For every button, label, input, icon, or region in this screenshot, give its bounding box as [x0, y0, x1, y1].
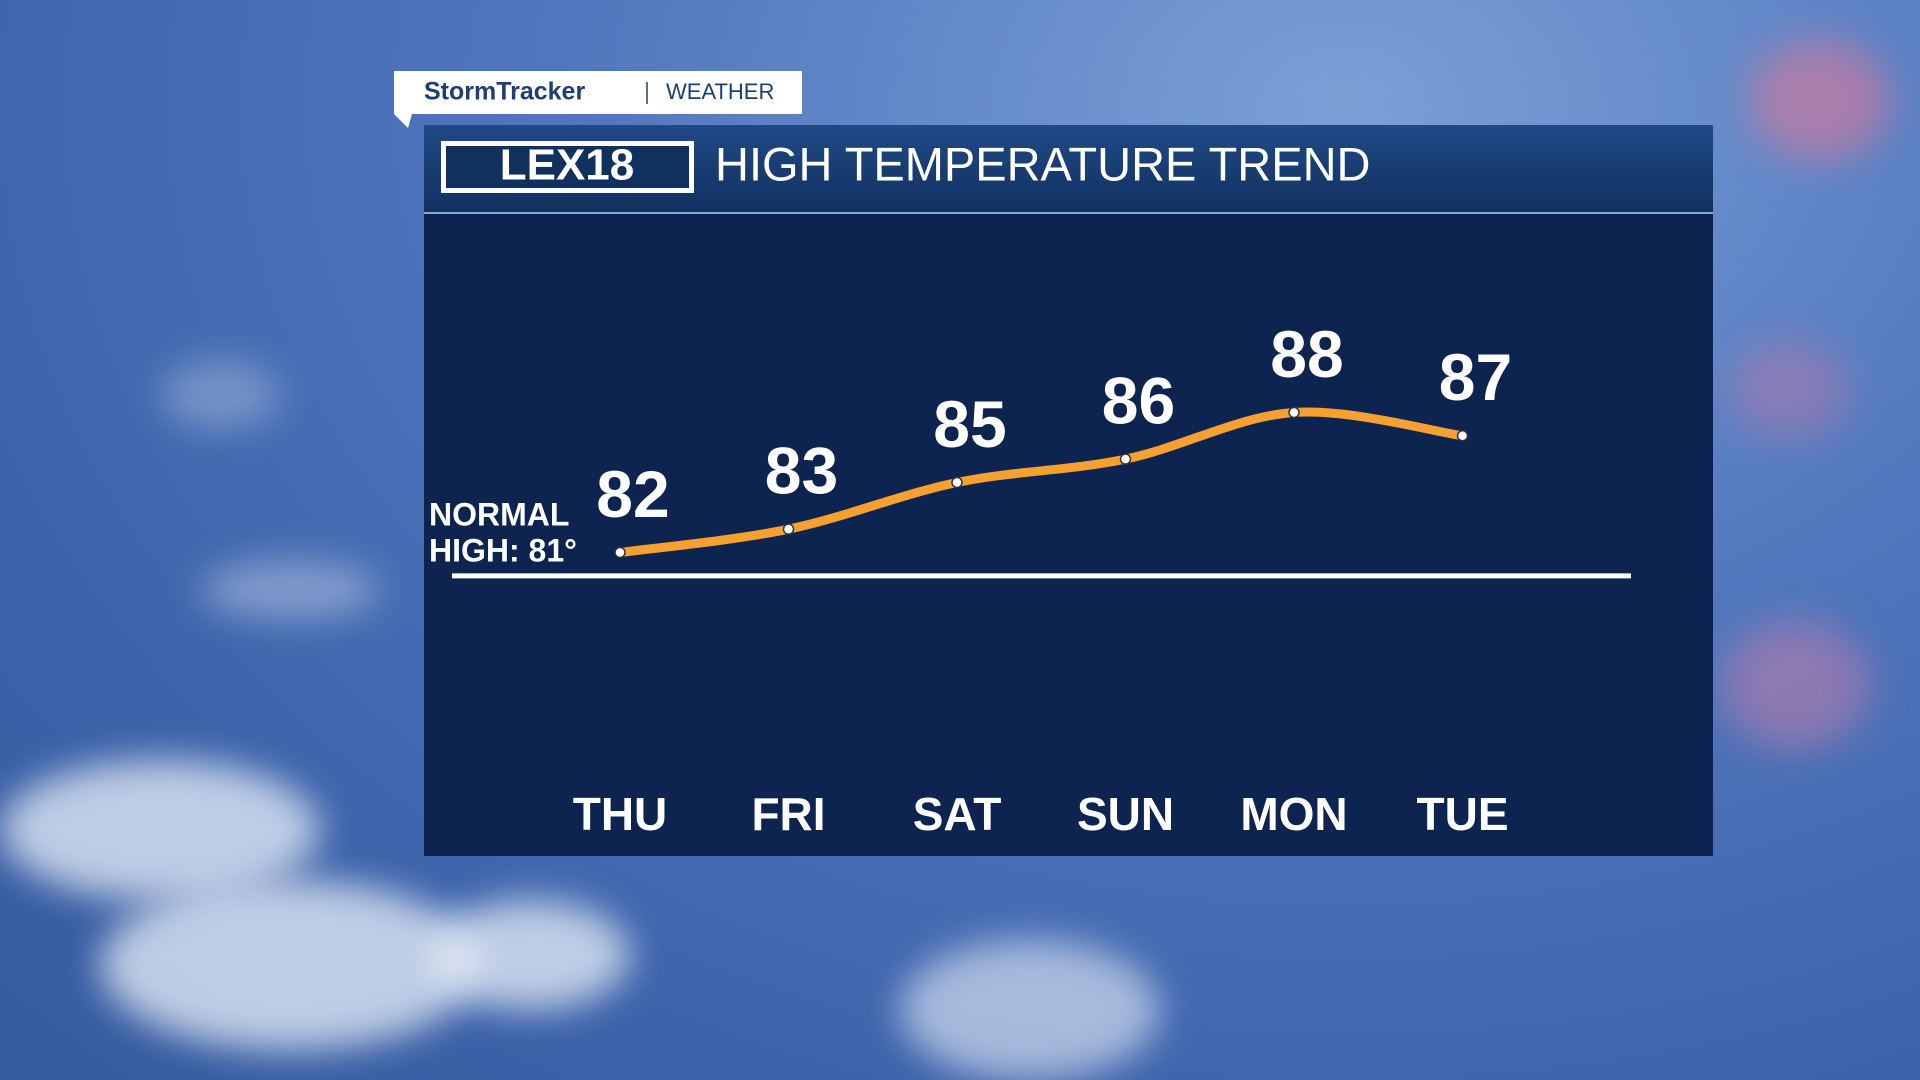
trend-line: [615, 407, 1467, 558]
value-label: 85: [933, 387, 1006, 461]
brand-name: StormTracker: [424, 78, 585, 106]
x-tick-label: THU: [573, 788, 668, 840]
x-tick-label: TUE: [1417, 788, 1509, 840]
brand-tab: [394, 71, 802, 128]
x-tick-label: SUN: [1077, 788, 1174, 840]
cloud: [900, 940, 1160, 1080]
x-tick-label: FRI: [751, 788, 825, 840]
point: [614, 546, 626, 559]
cloud: [100, 880, 480, 1050]
value-label: 83: [765, 434, 838, 508]
cloud: [160, 360, 280, 430]
brand-section: WEATHER: [666, 79, 774, 104]
point: [1288, 406, 1300, 419]
logo-inner: [446, 146, 689, 188]
value-label: 82: [596, 457, 669, 531]
normal-label: HIGH: 81°: [429, 532, 577, 568]
lens-flare: [1750, 40, 1890, 160]
lens-flare: [1720, 620, 1870, 750]
value-label: 86: [1102, 364, 1175, 438]
point: [782, 523, 795, 535]
x-tick-label: SAT: [913, 788, 1002, 840]
cloud: [200, 560, 380, 620]
cloud: [0, 760, 320, 900]
chart-title: HIGH TEMPERATURE TREND: [715, 137, 1370, 190]
panel: [424, 125, 1713, 856]
logo: LEX18: [500, 141, 635, 190]
point: [1119, 453, 1132, 465]
lens-flare: [1730, 340, 1850, 440]
point: [1456, 430, 1469, 442]
x-tick-label: MON: [1240, 788, 1347, 840]
cloud: [430, 900, 630, 1010]
normal-label: NORMAL: [429, 496, 569, 532]
point: [951, 476, 963, 489]
value-label: 88: [1270, 317, 1343, 391]
value-label: 87: [1439, 340, 1512, 414]
